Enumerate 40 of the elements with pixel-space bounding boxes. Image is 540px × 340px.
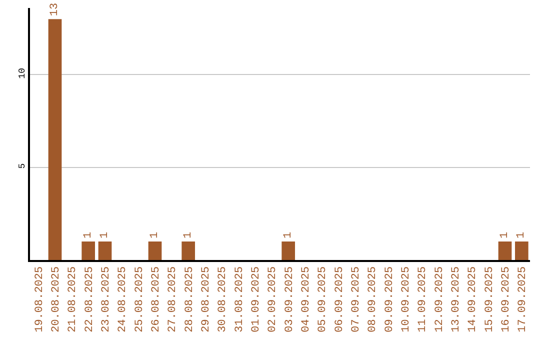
x-tick-label: 25.08.2025 (134, 266, 146, 332)
data-label: 1 (182, 231, 194, 238)
data-label: 1 (282, 231, 294, 238)
data-label: 1 (516, 231, 528, 238)
data-label: 13 (49, 2, 61, 16)
x-tick-label: 01.09.2025 (250, 266, 263, 332)
x-tick-label: 13.09.2025 (450, 266, 463, 332)
x-tick-label: 03.09.2025 (284, 266, 296, 332)
x-tick-label: 17.09.2025 (517, 266, 530, 332)
x-tick-label: 14.09.2025 (467, 266, 480, 332)
x-tick-label: 28.08.2025 (184, 266, 196, 332)
x-tick-label: 30.08.2025 (217, 266, 230, 332)
x-tick-label: 09.09.2025 (384, 266, 396, 332)
x-tick-label: 19.08.2025 (34, 266, 46, 332)
x-tick-label: 08.09.2025 (367, 266, 380, 332)
x-tick-label: 23.08.2025 (100, 266, 113, 332)
data-label: 1 (499, 231, 511, 238)
data-label: 1 (149, 231, 161, 238)
x-tick-label: 15.09.2025 (484, 266, 496, 332)
y-tick-label: 10 (17, 68, 28, 79)
x-tick-label: 06.09.2025 (334, 266, 346, 332)
x-tick-label: 21.08.2025 (67, 266, 80, 332)
data-label: 1 (82, 231, 94, 238)
x-tick-label: 27.08.2025 (167, 266, 180, 332)
x-tick-label: 29.08.2025 (200, 266, 213, 332)
x-tick-label: 10.09.2025 (400, 266, 413, 332)
x-tick-label: 11.09.2025 (417, 266, 430, 332)
x-tick-label: 26.08.2025 (150, 266, 163, 332)
x-tick-label: 12.09.2025 (434, 266, 446, 332)
x-tick-label: 20.08.2025 (50, 266, 63, 332)
x-tick-label: 16.09.2025 (500, 266, 513, 332)
x-tick-label: 04.09.2025 (300, 266, 313, 332)
x-tick-label: 31.08.2025 (234, 266, 246, 332)
x-tick-label: 07.09.2025 (350, 266, 363, 332)
data-label: 1 (99, 231, 111, 238)
x-tick-label: 22.08.2025 (84, 266, 96, 332)
y-tick-label: 5 (17, 163, 28, 169)
x-tick-label: 24.08.2025 (117, 266, 130, 332)
x-tick-label: 02.09.2025 (267, 266, 280, 332)
x-tick-label: 05.09.2025 (317, 266, 330, 332)
